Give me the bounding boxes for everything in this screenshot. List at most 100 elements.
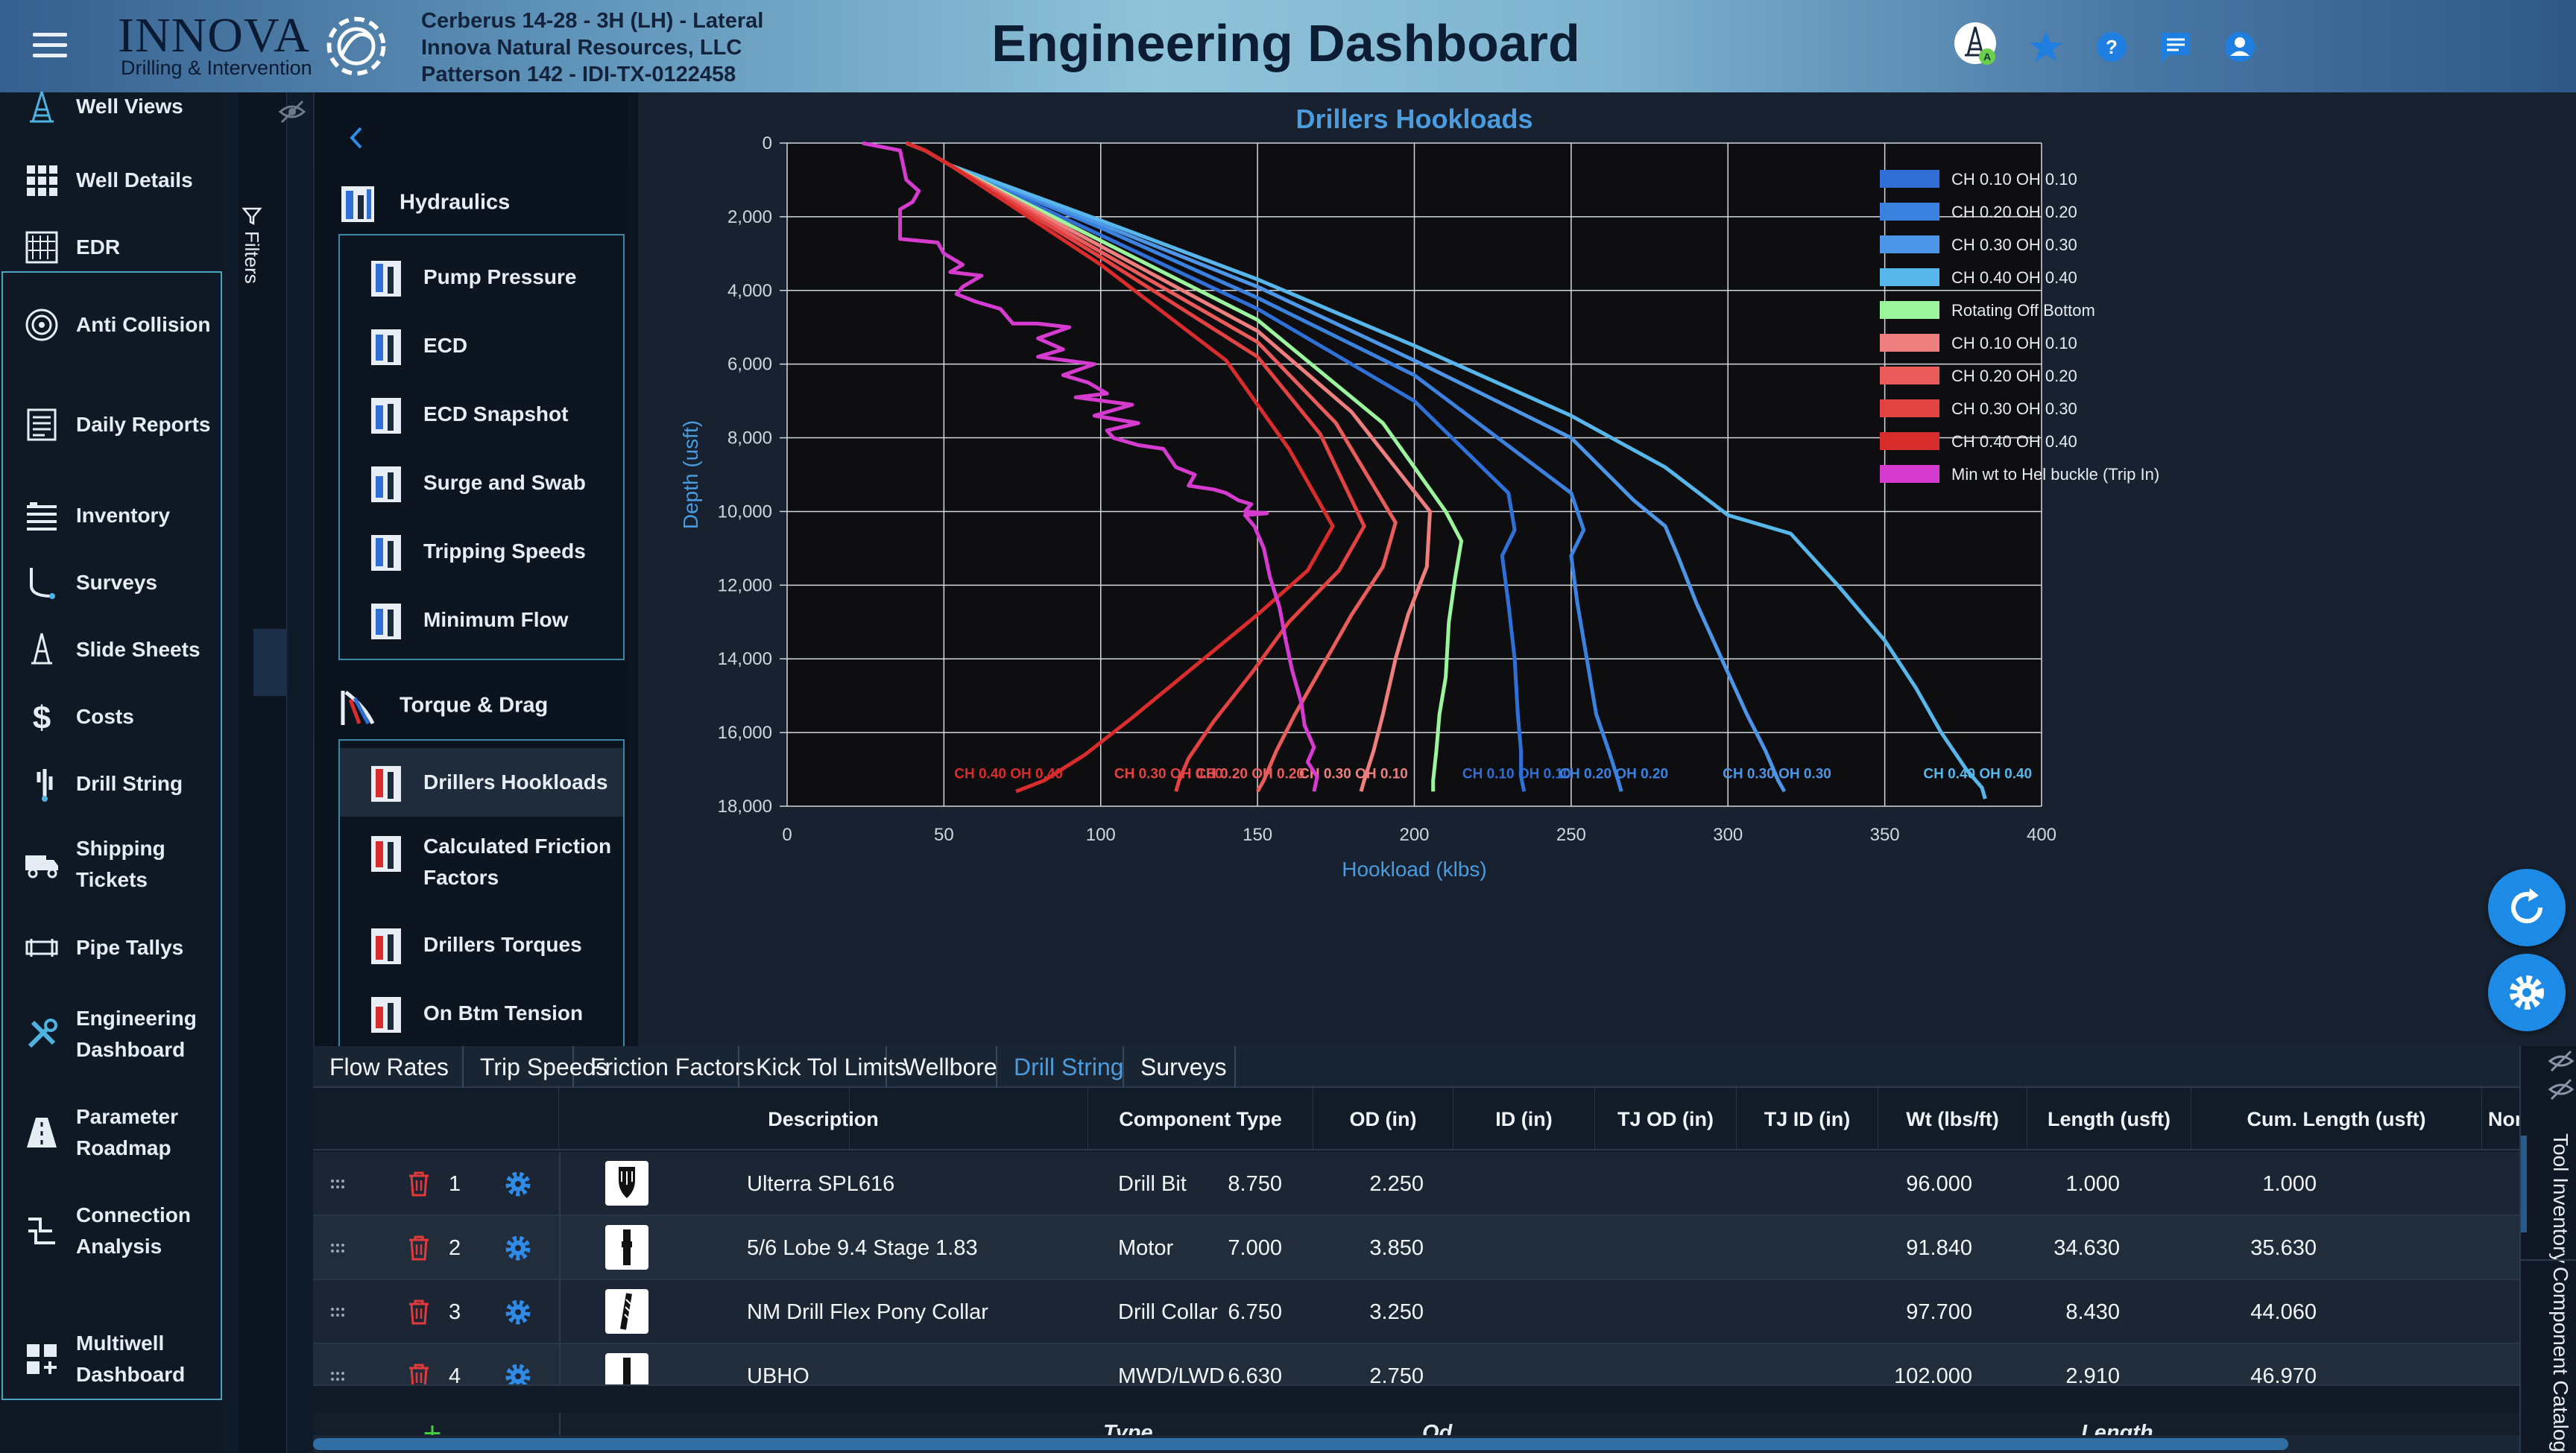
column-header-description[interactable]: Description bbox=[559, 1088, 1088, 1150]
table-row[interactable]: 2 5/6 Lobe 9.4 Stage 1.83 Motor 7.000 3.850 9… bbox=[313, 1216, 2519, 1280]
submenu-item-ecd-snapshot[interactable]: ECD Snapshot bbox=[340, 380, 623, 449]
nav-item-daily-reports[interactable]: Daily Reports bbox=[0, 376, 224, 473]
legend-item[interactable]: CH 0.20 OH 0.20 bbox=[1880, 203, 2077, 221]
drag-handle-icon[interactable] bbox=[329, 1304, 346, 1320]
column-header-id-in-[interactable]: ID (in) bbox=[1453, 1088, 1595, 1150]
rig-avatar-icon[interactable]: A bbox=[1953, 21, 1998, 66]
column-header-length-usft-[interactable]: Length (usft) bbox=[2027, 1088, 2191, 1150]
delete-row-icon[interactable] bbox=[406, 1170, 432, 1198]
tab-flow-rates[interactable]: Flow Rates bbox=[313, 1046, 464, 1088]
submenu-item-label: Calculated Friction Factors bbox=[423, 835, 612, 889]
component-image-icon bbox=[605, 1225, 648, 1270]
delete-row-icon[interactable] bbox=[406, 1234, 432, 1262]
nav-item-connection-analysis[interactable]: Connection Analysis bbox=[0, 1186, 224, 1276]
logo-text: INNOVA bbox=[118, 8, 310, 63]
series-end-label: CH 0.30 OH 0.30 bbox=[1114, 766, 1223, 782]
nav-item-label: Daily Reports bbox=[76, 413, 211, 436]
column-header-cum-length-usft-[interactable]: Cum. Length (usft) bbox=[2191, 1088, 2482, 1150]
tab-wellbore[interactable]: Wellbore bbox=[887, 1046, 997, 1088]
refresh-button[interactable] bbox=[2488, 869, 2566, 946]
cell-tjod bbox=[1416, 1344, 1565, 1384]
help-icon[interactable]: ? bbox=[2092, 27, 2132, 67]
nav-item-slide-sheets[interactable]: Slide Sheets bbox=[0, 617, 224, 683]
nav-item-well-details[interactable]: Well Details bbox=[0, 148, 224, 213]
tab-surveys[interactable]: Surveys bbox=[1124, 1046, 1236, 1088]
tab-trip-speeds[interactable]: Trip Speeds bbox=[464, 1046, 607, 1088]
scrollbar-thumb[interactable] bbox=[313, 1438, 2288, 1450]
tab-friction-factors[interactable]: Friction Factors bbox=[574, 1046, 754, 1088]
cell-cum: 46.970 bbox=[2250, 1364, 2317, 1386]
menu-icon[interactable] bbox=[33, 33, 67, 60]
submenu-item-minimum-flow[interactable]: Minimum Flow bbox=[340, 586, 623, 654]
submenu-item-on-btm-tension[interactable]: On Btm Tension bbox=[340, 979, 623, 1048]
row-settings-icon[interactable] bbox=[502, 1232, 534, 1264]
chat-icon[interactable] bbox=[2156, 27, 2196, 67]
y-tick-label: 18,000 bbox=[718, 797, 772, 817]
hydraulics-header[interactable]: Hydraulics bbox=[315, 167, 629, 238]
nav-item-drill-string[interactable]: Drill String bbox=[0, 751, 224, 817]
legend-item[interactable]: CH 0.30 OH 0.30 bbox=[1880, 399, 2077, 418]
table-row[interactable]: 1 Ulterra SPL616 Drill Bit 8.750 2.250 96.000… bbox=[313, 1152, 2519, 1216]
star-icon[interactable] bbox=[2026, 27, 2066, 67]
legend-label: CH 0.40 OH 0.40 bbox=[1951, 268, 2077, 287]
legend-item[interactable]: Min wt to Hel buckle (Trip In) bbox=[1880, 465, 2159, 484]
submenu-item-drillers-torques[interactable]: Drillers Torques bbox=[340, 911, 623, 979]
row-settings-icon[interactable] bbox=[502, 1297, 534, 1328]
legend-item[interactable]: CH 0.40 OH 0.40 bbox=[1880, 268, 2077, 287]
legend-item[interactable]: CH 0.10 OH 0.10 bbox=[1880, 170, 2077, 189]
nav-item-costs[interactable]: $ Costs bbox=[0, 684, 224, 750]
drag-handle-icon[interactable] bbox=[329, 1176, 346, 1192]
settings-button[interactable] bbox=[2488, 954, 2566, 1031]
nav-item-edr[interactable]: EDR bbox=[0, 215, 224, 280]
nav-item-pipe-tallys[interactable]: Pipe Tallys bbox=[0, 915, 224, 981]
column-header-wt-lbs-ft-[interactable]: Wt (lbs/ft) bbox=[1878, 1088, 2027, 1150]
delete-row-icon[interactable] bbox=[406, 1362, 432, 1386]
user-icon[interactable] bbox=[2220, 27, 2260, 67]
hide-panel-eye-icon[interactable] bbox=[2548, 1048, 2575, 1074]
legend-item[interactable]: CH 0.30 OH 0.30 bbox=[1880, 235, 2077, 254]
nav-item-well-views[interactable]: Well Views bbox=[0, 66, 224, 148]
drag-handle-icon[interactable] bbox=[329, 1240, 346, 1256]
drag-handle-icon[interactable] bbox=[329, 1368, 346, 1384]
horizontal-scrollbar[interactable] bbox=[313, 1435, 2519, 1453]
legend-item[interactable]: CH 0.10 OH 0.10 bbox=[1880, 334, 2077, 352]
tab-kick-tol-limits[interactable]: Kick Tol Limits bbox=[739, 1046, 906, 1088]
column-header-tj-id-in-[interactable]: TJ ID (in) bbox=[1737, 1088, 1878, 1150]
column-header-tj-od-in-[interactable]: TJ OD (in) bbox=[1595, 1088, 1737, 1150]
hide-panel-eye-icon-2[interactable] bbox=[2548, 1076, 2575, 1103]
column-header-od-in-[interactable]: OD (in) bbox=[1313, 1088, 1453, 1150]
submenu-item-calculated-friction-factors[interactable]: Calculated Friction Factors bbox=[340, 818, 623, 906]
nav-item-engineering-dashboard[interactable]: Engineering Dashboard bbox=[0, 990, 224, 1079]
table-row[interactable]: 3 NM Drill Flex Pony Collar Drill Collar 6.… bbox=[313, 1280, 2519, 1344]
row-settings-icon[interactable] bbox=[502, 1361, 534, 1386]
submenu-item-surge-and-swab[interactable]: Surge and Swab bbox=[340, 449, 623, 517]
nav-item-multiwell-dashboard[interactable]: Multiwell Dashboard bbox=[0, 1314, 224, 1404]
component-catalog-tab[interactable]: Component Catalog bbox=[2549, 1267, 2572, 1453]
hide-eye-icon[interactable] bbox=[277, 97, 307, 127]
submenu-item-pump-pressure[interactable]: Pump Pressure bbox=[340, 243, 623, 311]
filters-label: Filters bbox=[241, 231, 263, 284]
tool-inventory-tab[interactable]: Tool Inventory bbox=[2549, 1133, 2572, 1264]
column-header-component-type[interactable]: Component Type bbox=[1088, 1088, 1313, 1150]
nav-item-surveys[interactable]: Surveys bbox=[0, 550, 224, 615]
submenu-item-drillers-hookloads[interactable]: Drillers Hookloads bbox=[340, 748, 623, 817]
nav-item-label: Drill String bbox=[76, 772, 183, 795]
svg-text:?: ? bbox=[2106, 36, 2118, 58]
submenu-item-ecd[interactable]: ECD bbox=[340, 311, 623, 380]
submenu-item-tripping-speeds[interactable]: Tripping Speeds bbox=[340, 517, 623, 586]
nav-item-anti-collision[interactable]: Anti Collision bbox=[0, 280, 224, 370]
nav-item-shipping-tickets[interactable]: Shipping Tickets bbox=[0, 820, 224, 909]
filters-toggle[interactable]: Filters bbox=[237, 206, 267, 295]
cell-len: 8.430 bbox=[2065, 1300, 2120, 1324]
delete-row-icon[interactable] bbox=[406, 1298, 432, 1326]
torque-drag-header[interactable]: Torque & Drag bbox=[315, 670, 629, 741]
nav-item-inventory[interactable]: Inventory bbox=[0, 483, 224, 548]
collapse-chevron-icon[interactable] bbox=[346, 125, 367, 151]
table-row[interactable]: 4 UBHO MWD/LWD 6.630 2.750 102.000 2.910 46.970 bbox=[313, 1344, 2519, 1386]
legend-item[interactable]: CH 0.20 OH 0.20 bbox=[1880, 367, 2077, 385]
nav-item-parameter-roadmap[interactable]: Parameter Roadmap bbox=[0, 1088, 224, 1177]
row-settings-icon[interactable] bbox=[502, 1168, 534, 1200]
tab-drill-string[interactable]: Drill String bbox=[997, 1046, 1124, 1088]
legend-item[interactable]: CH 0.40 OH 0.40 bbox=[1880, 432, 2077, 451]
legend-item[interactable]: Rotating Off Bottom bbox=[1880, 301, 2095, 320]
